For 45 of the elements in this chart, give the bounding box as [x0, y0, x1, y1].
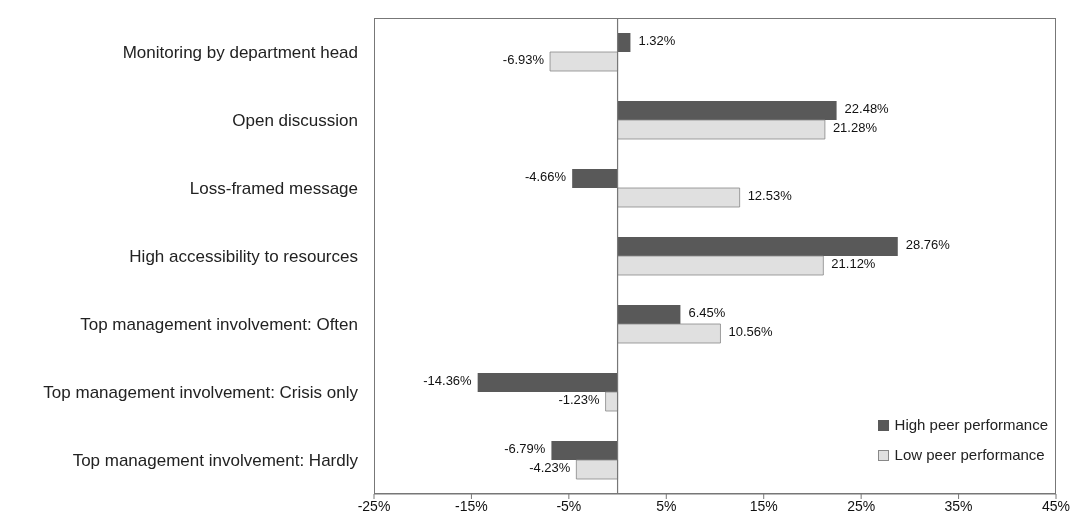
data-label: -4.66% [524, 169, 567, 184]
x-tick-label: 45% [1041, 497, 1071, 514]
bar [617, 33, 631, 52]
data-label: 10.56% [728, 324, 773, 339]
data-label: 28.76% [905, 237, 951, 252]
y-tick-label: Open discussion [232, 111, 358, 131]
data-label: -14.36% [423, 373, 473, 388]
x-tick-label: 35% [944, 497, 973, 514]
x-tick-label: 5% [656, 497, 677, 514]
data-label: 22.48% [844, 101, 890, 116]
bar [617, 237, 898, 256]
data-label: 1.32% [638, 33, 676, 48]
x-tick-label: -15% [455, 497, 488, 514]
bar [549, 51, 618, 72]
data-label: 6.45% [688, 305, 726, 320]
y-tick-label: Top management involvement: Hardly [72, 451, 359, 471]
bar [617, 305, 681, 324]
bar [572, 169, 618, 188]
y-tick-label: Monitoring by department head [122, 43, 358, 63]
bar [477, 373, 618, 392]
data-label: 12.53% [747, 188, 793, 203]
bar [617, 101, 837, 120]
bar [617, 323, 721, 344]
bar [575, 459, 618, 480]
y-tick-label: Top management involvement: Crisis only [43, 383, 359, 403]
data-label: -6.93% [502, 52, 545, 67]
x-tick-label: 25% [847, 497, 876, 514]
bar [605, 391, 618, 412]
bar [617, 255, 824, 276]
data-label: -6.79% [504, 441, 546, 456]
y-tick-label: Top management involvement: Often [80, 315, 358, 335]
x-tick-label: -5% [556, 497, 582, 514]
data-label: 21.12% [831, 256, 876, 271]
y-tick-label: High accessibility to resources [129, 247, 358, 267]
data-label: -4.23% [529, 460, 571, 475]
x-tick-label: -25% [357, 497, 391, 514]
data-label: 21.28% [832, 120, 878, 135]
bar [551, 441, 618, 460]
legend-label: High peer performance [894, 415, 1048, 435]
bar [617, 119, 826, 140]
x-tick-label: 15% [749, 497, 778, 514]
data-label: -1.23% [558, 392, 601, 407]
legend-label: Low peer performance [894, 445, 1045, 465]
y-tick-label: Loss-framed message [189, 179, 358, 199]
bar [617, 187, 741, 208]
